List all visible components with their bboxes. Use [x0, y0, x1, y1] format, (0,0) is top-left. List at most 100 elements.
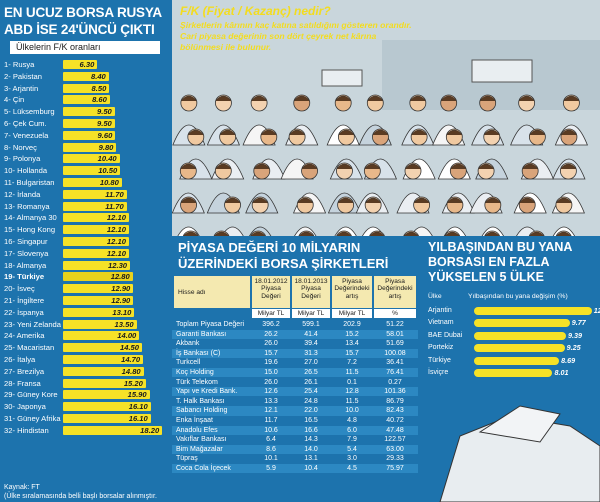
- table-cell: 25.4: [304, 388, 318, 396]
- pe-bar: [63, 142, 117, 152]
- table-cell: 101.36: [384, 388, 406, 396]
- gainer-row: Arjantin 12.02: [420, 305, 600, 317]
- pe-bar: [63, 331, 140, 341]
- table-cell: 5.9: [266, 465, 276, 472]
- table-row: Enka İnşaat 11.7 16.5 4.8 40.72: [172, 416, 418, 425]
- pe-bar: [63, 189, 127, 199]
- header-value-2013: 18.01.2013 Piyasa Değeri: [292, 276, 330, 308]
- pe-bar: [63, 260, 131, 270]
- table-cell: 3.0: [347, 455, 357, 463]
- gainer-value-label: 8.01: [554, 368, 569, 377]
- table-cell: 100.08: [384, 349, 406, 357]
- pe-bar: [63, 60, 98, 69]
- trader-hair: [301, 163, 318, 170]
- company-name: Yapı ve Kredi Bank.: [176, 388, 238, 396]
- gainer-bar: [474, 369, 553, 377]
- left-chart-title: EN UCUZ BORSA RUSYA ABD İSE 24'ÜNCÜ ÇIKT…: [4, 5, 162, 37]
- gainer-bar: [474, 344, 565, 353]
- pe-row: 2- Pakistan 8.40: [0, 71, 172, 82]
- table-row: Koç Holding 15.0 26.5 11.5 76.41: [172, 368, 418, 378]
- table-cell: 4.8: [347, 417, 357, 424]
- table-cell: 82.43: [386, 407, 404, 415]
- pe-row: 32- Hindistan 18.20: [0, 425, 172, 436]
- pe-value-label: 9.60: [97, 130, 113, 140]
- pe-bar: [63, 201, 127, 211]
- header-stock-name: Hisse adı: [174, 276, 250, 308]
- pe-row: 19- Türkiye 12.80: [0, 271, 172, 282]
- pe-row: 11- Bulgaristan 10.80: [0, 177, 172, 188]
- company-name: Anadolu Efes: [176, 426, 218, 434]
- table-cell: 0.27: [388, 378, 402, 386]
- pe-value-label: 9.50: [96, 119, 112, 128]
- pe-value-label: 6.30: [79, 60, 95, 69]
- trader-hair: [180, 95, 198, 102]
- pe-country-label: 27- Brezilya: [4, 366, 45, 376]
- pe-bar: [63, 366, 144, 376]
- trader-hair: [446, 197, 464, 204]
- pe-value-label: 13.10: [112, 307, 132, 317]
- table-cell: 11.7: [264, 417, 278, 424]
- table-cell: 15.0: [264, 369, 278, 376]
- trader-hair: [477, 163, 495, 170]
- trader-hair: [484, 231, 500, 236]
- left-chart-subtitle: Ülkelerin F/K oranları: [10, 41, 160, 54]
- company-name: Toplam Piyasa Değeri: [176, 321, 245, 328]
- gainer-country-label: Türkiye: [428, 356, 451, 364]
- definition-body: Şirketlerin kârının kaç katına satıldığı…: [180, 20, 412, 53]
- table-cell: 6.0: [347, 426, 357, 434]
- pe-bar: [63, 83, 110, 93]
- table-cell: 19.6: [264, 359, 278, 367]
- pe-bar: [63, 284, 134, 294]
- pe-value-label: 12.90: [111, 284, 131, 294]
- pe-value-label: 18.20: [140, 425, 160, 435]
- trader-hair: [297, 197, 314, 204]
- trader-hair: [413, 197, 430, 204]
- trader-hair: [215, 95, 232, 102]
- pe-row: 20- İsveç 12.90: [0, 283, 172, 294]
- gainer-country-label: Vietnam: [428, 319, 454, 327]
- trader-hair: [521, 163, 539, 170]
- pe-bar: [63, 237, 129, 246]
- pe-bar: [63, 355, 144, 364]
- table-cell: 26.0: [264, 378, 278, 386]
- pe-bar: [63, 414, 151, 423]
- pe-bar: [63, 71, 109, 81]
- table-cell: 13.3: [264, 397, 278, 405]
- pe-value-label: 12.10: [106, 237, 126, 246]
- pe-value-label: 13.50: [114, 319, 134, 329]
- table-cell: 41.4: [304, 330, 318, 338]
- pe-value-label: 12.10: [106, 213, 126, 223]
- pe-bar: [63, 178, 122, 187]
- company-name: Bim Mağazalar: [176, 445, 223, 453]
- pe-value-label: 14.50: [120, 343, 140, 353]
- table-row: Tüpraş 10.1 13.1 3.0 29.33: [172, 454, 418, 463]
- pe-row: 21- İngiltere 12.90: [0, 295, 172, 306]
- table-cell: 27.0: [304, 359, 318, 367]
- table-cell: 14.0: [304, 445, 318, 453]
- pe-bar: [63, 307, 135, 317]
- trader-hair: [529, 129, 546, 136]
- table-cell: 11.5: [345, 397, 359, 405]
- table-cell: 15.7: [345, 349, 359, 357]
- table-cell: 75.97: [386, 465, 404, 472]
- gainer-bar: [474, 319, 570, 328]
- definition-title: F/K (Fiyat / Kazanç) nedir?: [180, 4, 331, 18]
- trader-hair: [484, 197, 502, 204]
- trader-hair: [372, 129, 389, 136]
- gainer-row: Vietnam 9.77: [420, 317, 600, 329]
- gainer-bar: [474, 356, 560, 365]
- pe-country-label: 21- İngiltere: [4, 296, 45, 305]
- trader-hair: [519, 197, 536, 204]
- pe-row: 15- Hong Kong 12.10: [0, 224, 172, 235]
- table-cell: 11.5: [345, 369, 359, 376]
- trader-hair: [556, 231, 572, 236]
- table-cell: 26.1: [304, 378, 318, 386]
- pe-value-label: 9.50: [96, 107, 112, 117]
- company-name: Garanti Bankası: [176, 330, 227, 338]
- pe-value-label: 16.10: [128, 402, 148, 412]
- pe-row: 4- Çin 8.60: [0, 94, 172, 105]
- trader-hair: [180, 197, 197, 204]
- pe-row: 10- Hollanda 10.50: [0, 165, 172, 176]
- gainer-row: Portekiz 9.25: [420, 342, 600, 354]
- table-cell: 13.1: [304, 455, 318, 463]
